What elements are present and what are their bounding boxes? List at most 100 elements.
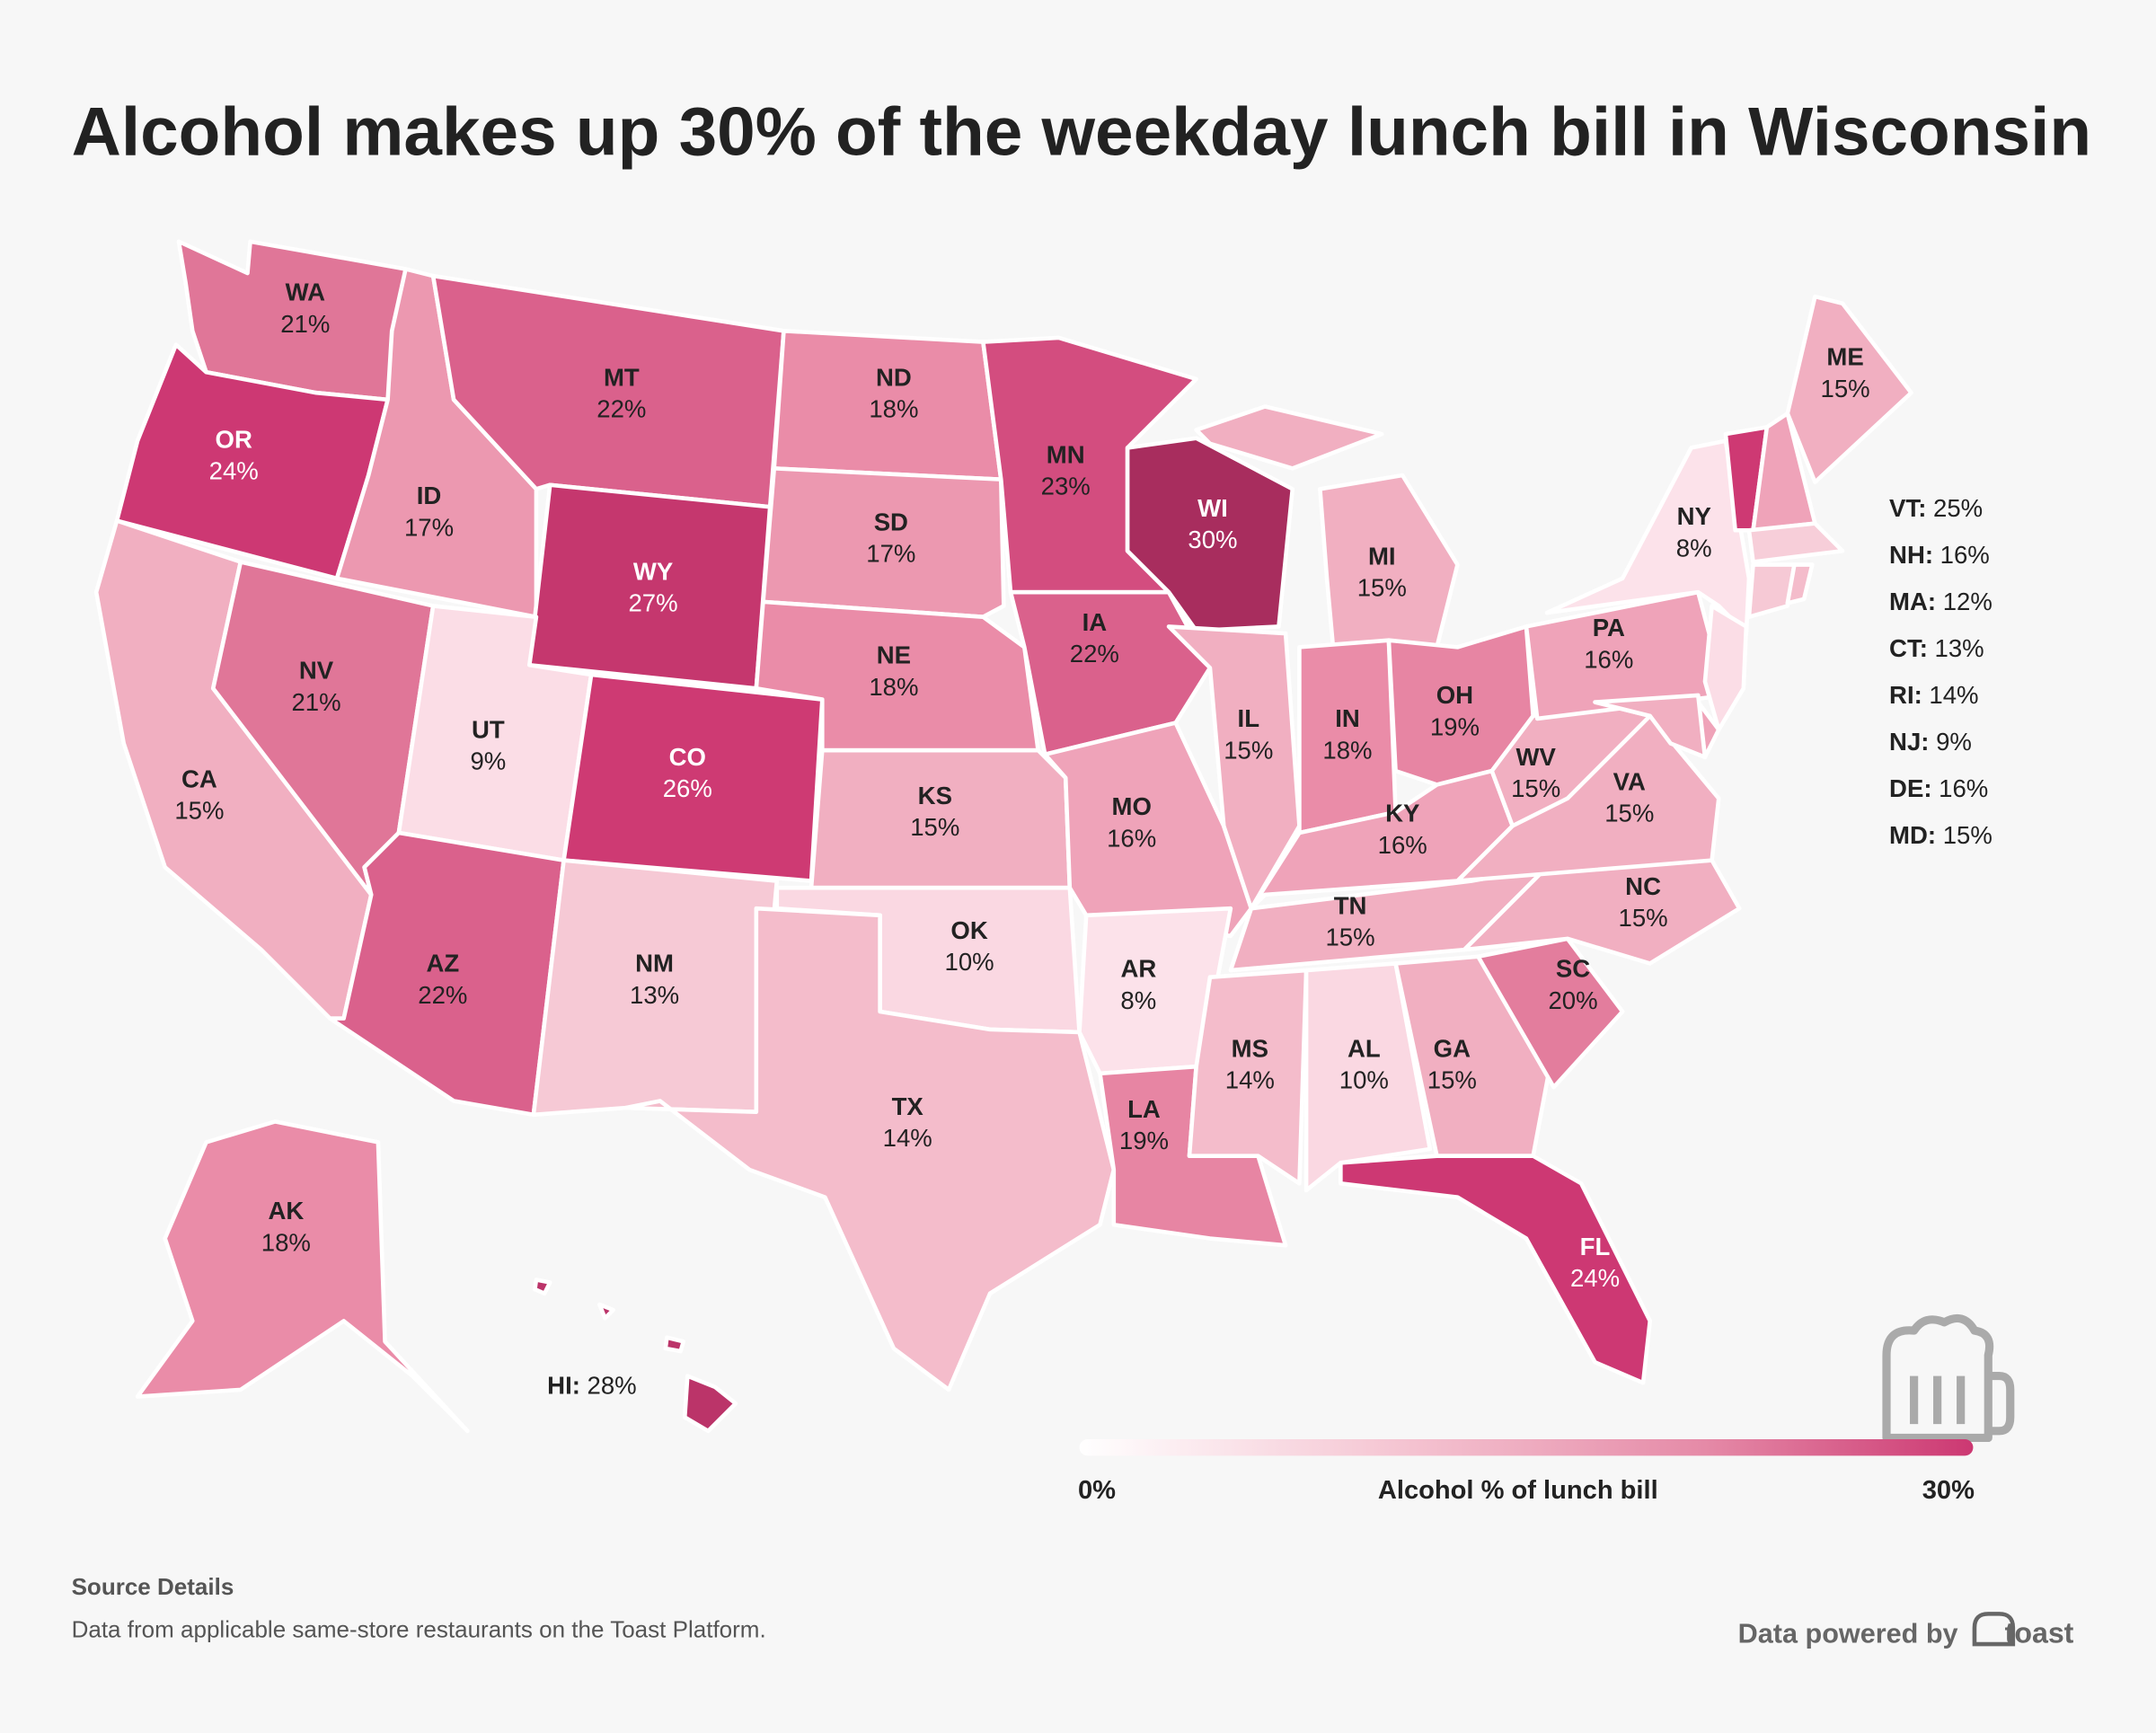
- state-code-label: MI: [1368, 543, 1396, 570]
- state-ri: [1785, 562, 1815, 606]
- state-value-label: 15%: [1427, 1066, 1477, 1094]
- state-value-label: 15%: [1511, 774, 1560, 802]
- state-value-label: 30%: [1188, 526, 1237, 553]
- state-value-label: 27%: [628, 589, 677, 617]
- state-value-label: 8%: [1676, 534, 1712, 561]
- legend-max-label: 30%: [1922, 1476, 1975, 1505]
- state-code-label: NE: [877, 641, 911, 669]
- state-value-label: 18%: [869, 395, 918, 423]
- toast-logo-icon: [1972, 1612, 2016, 1647]
- state-code-label: IN: [1335, 704, 1360, 732]
- state-code-label: AZ: [426, 950, 459, 977]
- state-value-label: 16%: [1378, 831, 1427, 859]
- state-code-label: PA: [1593, 614, 1625, 641]
- state-value-label: 24%: [1570, 1264, 1620, 1292]
- state-value-label: 13%: [630, 981, 679, 1009]
- state-ak: [135, 1119, 470, 1434]
- state-code-label: MS: [1232, 1034, 1268, 1062]
- state-code-label: AR: [1120, 955, 1156, 983]
- state-code-label: ID: [417, 482, 442, 509]
- state-code-label: WY: [633, 557, 673, 585]
- state-value-label: 19%: [1430, 712, 1480, 740]
- side-legend-de: DE: 16%: [1889, 774, 1988, 802]
- state-code-label: OK: [950, 916, 987, 944]
- state-code-label: WA: [286, 279, 325, 306]
- state-ny: [1544, 438, 1752, 636]
- state-code-label: MN: [1047, 440, 1085, 468]
- state-code-label: IL: [1238, 704, 1259, 732]
- side-legend-vt: VT: 25%: [1889, 494, 1983, 522]
- toast-brand: toast: [2005, 1617, 2074, 1649]
- state-value-label: 15%: [910, 813, 959, 841]
- state-code-label: WV: [1516, 743, 1557, 771]
- state-labels: WA 21% OR 24% CA 15% NV 21% ID 17% MT 22% WY 27% UT 9% C…: [174, 279, 1869, 1292]
- side-legend-ri: RI: 14%: [1889, 681, 1979, 709]
- state-code-label: KY: [1385, 800, 1419, 827]
- us-map: [93, 239, 1913, 1434]
- state-value-label: 22%: [1070, 640, 1119, 668]
- state-sc: [1476, 936, 1625, 1090]
- state-code-label: KS: [918, 782, 952, 809]
- state-value-label: 14%: [883, 1124, 932, 1152]
- small-states-legend: VT: 25% NH: 16% MA: 12% CT: 13% RI: 14% NJ: 9…: [547, 494, 1993, 1400]
- state-hi: [682, 1374, 738, 1434]
- state-value-label: 16%: [1584, 645, 1633, 673]
- state-value-label: 8%: [1120, 986, 1156, 1014]
- state-ma: [1746, 521, 1845, 564]
- state-code-label: NY: [1677, 502, 1711, 530]
- side-legend-nj: NJ: 9%: [1889, 728, 1972, 756]
- state-value-label: 15%: [1357, 574, 1407, 602]
- state-value-label: 18%: [869, 673, 918, 701]
- source-heading: Source Details: [72, 1573, 234, 1600]
- state-value-label: 15%: [1325, 924, 1374, 951]
- state-code-label: TN: [1334, 891, 1367, 919]
- state-hi: [597, 1302, 615, 1321]
- side-legend-md: MD: 15%: [1889, 821, 1993, 849]
- state-code-label: NM: [635, 950, 674, 977]
- state-code-label: AL: [1348, 1034, 1381, 1062]
- state-value-label: 19%: [1119, 1127, 1169, 1154]
- state-code-label: ND: [876, 364, 912, 392]
- state-hi: [663, 1335, 686, 1354]
- state-code-label: LA: [1127, 1095, 1161, 1123]
- state-value-label: 15%: [1604, 800, 1654, 827]
- state-code-label: UT: [472, 715, 505, 743]
- state-value-label: 15%: [174, 797, 224, 825]
- page-title: Alcohol makes up 30% of the weekday lunc…: [72, 93, 2092, 170]
- state-value-label: 16%: [1107, 824, 1156, 852]
- legend-title: Alcohol % of lunch bill: [1378, 1476, 1658, 1505]
- state-value-label: 26%: [663, 774, 712, 802]
- state-code-label: SC: [1556, 955, 1590, 983]
- side-legend-nh: NH: 16%: [1889, 541, 1990, 569]
- state-value-label: 22%: [596, 395, 646, 423]
- state-value-label: 15%: [1619, 904, 1668, 932]
- state-value-label: 20%: [1548, 986, 1597, 1014]
- state-code-label: VA: [1613, 768, 1646, 796]
- beer-mug-icon: [1882, 1313, 2015, 1443]
- powered-by-text: Data powered by: [1738, 1619, 1958, 1649]
- state-code-label: OR: [216, 425, 252, 453]
- state-nj: [1702, 604, 1749, 732]
- state-value-label: 10%: [945, 948, 994, 976]
- state-code-label: SD: [874, 508, 908, 535]
- state-sd: [761, 466, 1006, 619]
- side-legend-ma: MA: 12%: [1889, 588, 1993, 615]
- side-legend-hi: HI: 28%: [547, 1371, 637, 1399]
- state-value-label: 21%: [291, 688, 340, 716]
- state-code-label: ME: [1826, 343, 1863, 371]
- state-value-label: 17%: [404, 513, 454, 541]
- state-code-label: CA: [181, 765, 217, 792]
- state-value-label: 22%: [418, 981, 467, 1009]
- state-mo: [1042, 721, 1254, 939]
- state-wy: [526, 482, 773, 691]
- state-value-label: 17%: [866, 539, 915, 567]
- state-code-label: IA: [1082, 608, 1108, 636]
- state-fl: [1339, 1154, 1653, 1385]
- state-code-label: FL: [1580, 1233, 1611, 1260]
- state-code-label: GA: [1434, 1034, 1471, 1062]
- state-value-label: 10%: [1339, 1066, 1389, 1094]
- state-code-label: MO: [1112, 792, 1152, 820]
- state-code-label: MT: [604, 364, 640, 392]
- state-ct: [1746, 562, 1797, 619]
- state-md: [1593, 693, 1708, 760]
